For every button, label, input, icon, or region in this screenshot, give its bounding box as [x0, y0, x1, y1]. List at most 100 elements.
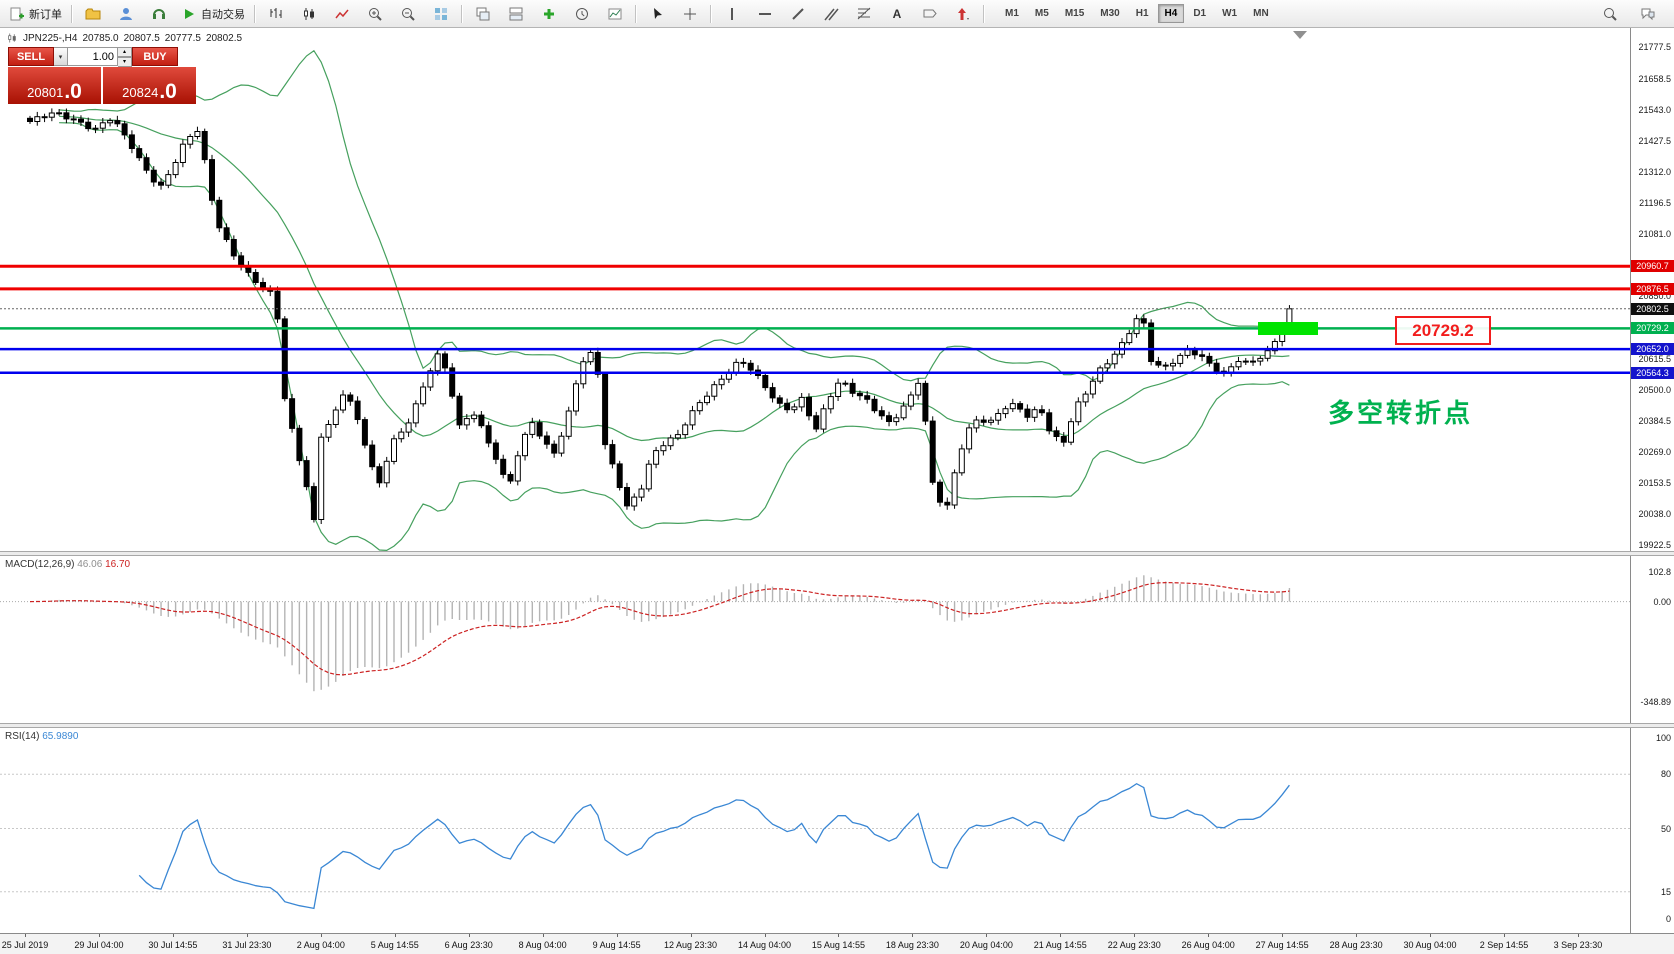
toolbar: 新订单 自动交易 — [0, 0, 1674, 28]
trendline-tool-button[interactable] — [782, 2, 814, 26]
main-chart-canvas[interactable] — [0, 28, 1630, 551]
time-axis-label: 20 Aug 04:00 — [959, 940, 1013, 950]
time-axis-tick — [172, 934, 174, 937]
crosshair-icon — [684, 7, 696, 20]
timeframe-button-m15[interactable]: M15 — [1064, 8, 1085, 19]
sell-button[interactable]: SELL — [8, 47, 54, 66]
templates-button[interactable] — [599, 2, 631, 26]
pane-splitter[interactable] — [0, 551, 1674, 556]
price-axis-label: 20850.0 — [1638, 291, 1671, 301]
price-callout-label[interactable]: 20729.2 — [1395, 316, 1491, 345]
text-tool-button[interactable]: A — [881, 2, 913, 26]
time-axis-tick — [542, 934, 544, 937]
rsi-axis-label: 80 — [1660, 769, 1671, 780]
trendline-icon — [792, 7, 804, 20]
chart-profile-button[interactable] — [77, 2, 109, 26]
time-axis-tick — [1356, 934, 1358, 937]
new-order-button[interactable]: 新订单 — [4, 2, 67, 26]
cascade-windows-button[interactable] — [467, 2, 499, 26]
cursor-tool-button[interactable] — [641, 2, 673, 26]
time-axis-label: 30 Aug 04:00 — [1403, 940, 1457, 950]
zoom-in-button[interactable] — [359, 2, 391, 26]
line-chart-button[interactable] — [326, 2, 358, 26]
macd-pane-canvas[interactable] — [0, 556, 1630, 723]
time-axis-tick — [986, 934, 988, 937]
buy-price-panel[interactable]: 20824 .0 — [103, 67, 196, 104]
text-label-icon — [923, 9, 937, 17]
time-axis-label: 3 Sep 23:30 — [1553, 940, 1603, 950]
turning-point-note[interactable]: 多空转折点 — [1328, 398, 1474, 428]
svg-text:A: A — [893, 7, 902, 21]
timeframe-button-m30[interactable]: M30 — [1100, 8, 1120, 19]
indicators-button[interactable] — [533, 2, 565, 26]
tile-windows-icon — [435, 7, 447, 20]
candlestick-icon — [304, 7, 314, 20]
timeframe-button-m1[interactable]: M1 — [1005, 8, 1019, 19]
time-axis-tick — [1208, 934, 1210, 937]
time-axis-label: 8 Aug 04:00 — [518, 940, 567, 950]
zoom-out-button[interactable] — [392, 2, 424, 26]
market-watch-button[interactable] — [110, 2, 142, 26]
timeframe-button-h1[interactable]: H1 — [1135, 8, 1149, 19]
time-axis-tick — [764, 934, 766, 937]
timeframe-button-h4[interactable]: H4 — [1157, 4, 1185, 23]
rsi-pane-canvas[interactable] — [0, 728, 1630, 933]
price-axis-label: 20269.0 — [1638, 446, 1671, 457]
text-label-tool-button[interactable] — [914, 2, 946, 26]
timeframe-button-w1[interactable]: W1 — [1222, 8, 1238, 19]
price-axis-label: 21196.5 — [1639, 197, 1671, 208]
new-order-label: 新订单 — [29, 8, 62, 21]
timeframe-button-m5[interactable]: M5 — [1034, 8, 1049, 19]
time-axis-tick — [912, 934, 914, 937]
one-click-trading-panel: SELL ▾ ▴ ▾ BUY 20801 .0 20824 .0 — [8, 47, 196, 104]
price-axis-label: 21777.5 — [1638, 42, 1671, 53]
arrange-windows-button[interactable] — [500, 2, 532, 26]
template-icon — [608, 8, 622, 19]
time-axis-tick — [468, 934, 470, 937]
volume-down-button[interactable]: ▾ — [118, 57, 132, 67]
candlestick-chart-button[interactable] — [293, 2, 325, 26]
pane-splitter[interactable] — [0, 723, 1674, 728]
chat-button[interactable] — [1632, 2, 1664, 26]
price-axis-label: 21658.5 — [1638, 73, 1671, 84]
vertical-line-icon — [731, 7, 733, 20]
toolbar-separator — [254, 4, 256, 23]
time-axis-tick — [690, 934, 692, 937]
time-axis-tick — [1282, 934, 1284, 937]
rsi-axis-label: 0 — [1665, 914, 1671, 924]
crosshair-tool-button[interactable] — [674, 2, 706, 26]
horizontal-line-tool-button[interactable] — [749, 2, 781, 26]
tile-windows-button[interactable] — [425, 2, 457, 26]
chart-header: JPN225-,H4 20785.0 20807.5 20777.5 20802… — [6, 32, 242, 44]
volume-up-button[interactable]: ▴ — [118, 47, 132, 57]
arrows-tool-button[interactable] — [947, 2, 979, 26]
price-axis-flag: 20564.3 — [1631, 366, 1674, 379]
highlight-rectangle[interactable] — [1258, 322, 1318, 335]
periods-button[interactable] — [566, 2, 598, 26]
timeframe-button-mn[interactable]: MN — [1253, 8, 1269, 19]
macd-main-value: 46.06 — [77, 559, 103, 570]
support-button[interactable] — [143, 2, 175, 26]
time-axis-tick — [1504, 934, 1505, 937]
price-axis-label: 19922.5 — [1638, 539, 1671, 550]
search-button[interactable] — [1594, 2, 1626, 26]
timeframe-button-d1[interactable]: D1 — [1193, 8, 1207, 19]
price-axis[interactable]: 21777.5 21658.5 21543.0 21427.5 21312.0 21196… — [1630, 28, 1674, 933]
fibonacci-tool-button[interactable] — [848, 2, 880, 26]
buy-button[interactable]: BUY — [132, 47, 178, 66]
order-type-dropdown[interactable]: ▾ — [54, 47, 68, 66]
price-axis-label: 21312.0 — [1638, 166, 1671, 177]
channel-tool-button[interactable] — [815, 2, 847, 26]
search-icon — [1604, 7, 1617, 21]
sell-price-panel[interactable]: 20801 .0 — [8, 67, 101, 104]
time-axis[interactable]: 25 Jul 2019 29 Jul 04:00 30 Jul 14:55 31 Ju… — [0, 933, 1674, 954]
bar-chart-button[interactable] — [260, 2, 292, 26]
horizontal-line-icon — [759, 12, 771, 15]
toolbar-separator — [461, 4, 463, 23]
volume-input[interactable] — [68, 47, 118, 66]
price-axis-label: 20615.5 — [1638, 353, 1671, 364]
vertical-line-tool-button[interactable] — [716, 2, 748, 26]
macd-axis-label: 102.8 — [1648, 567, 1671, 578]
autotrading-button[interactable]: 自动交易 — [176, 2, 250, 26]
rsi-axis-label: 100 — [1655, 733, 1671, 743]
